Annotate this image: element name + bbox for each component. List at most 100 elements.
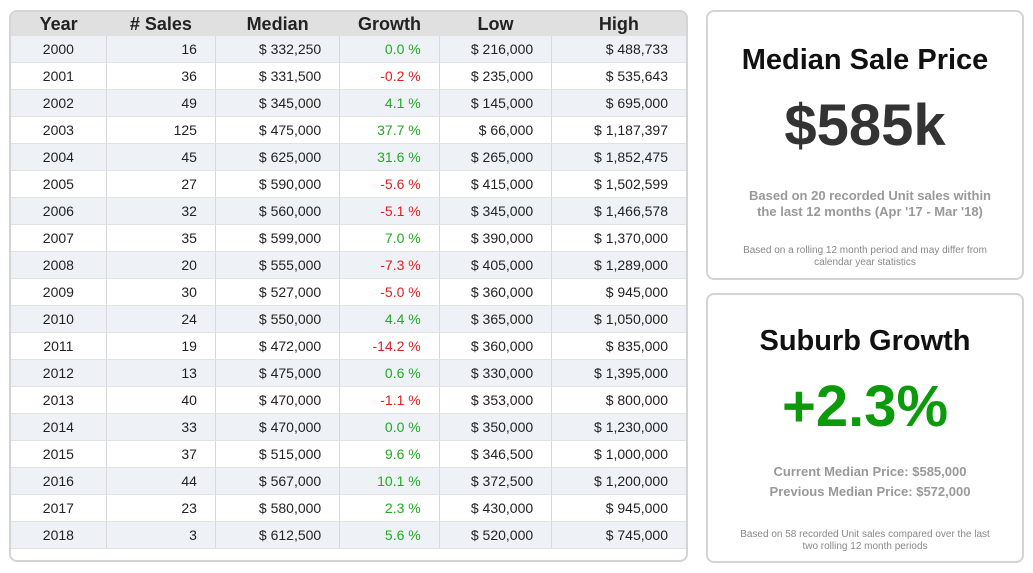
card-footnote: Based on 58 recorded Unit sales compared… bbox=[740, 529, 990, 552]
table-cell: 13 bbox=[106, 359, 216, 387]
card-title: Median Sale Price bbox=[741, 44, 989, 76]
table-row: 2016 44 $ 567,000 10.1 % $ 372,500 $ 1,200,00… bbox=[11, 467, 686, 495]
table-cell: $ 360,000 bbox=[439, 332, 553, 360]
table-cell: $ 1,200,000 bbox=[551, 467, 686, 495]
table-cell: $ 1,289,000 bbox=[551, 251, 686, 279]
table-cell: 7.0 % bbox=[339, 224, 440, 252]
table-cell: 4.1 % bbox=[339, 89, 440, 117]
table-cell: 30 bbox=[106, 278, 216, 306]
table-row: 2009 30 $ 527,000 -5.0 % $ 360,000 $ 945,000 bbox=[11, 278, 686, 306]
table-cell: $ 800,000 bbox=[551, 386, 686, 414]
table-cell: $ 216,000 bbox=[439, 36, 553, 63]
table-cell: 2010 bbox=[11, 305, 107, 333]
table-cell: $ 835,000 bbox=[551, 332, 686, 360]
table-cell: $ 488,733 bbox=[551, 36, 686, 63]
table-cell: $ 331,500 bbox=[215, 62, 341, 90]
table-cell: 44 bbox=[106, 467, 216, 495]
table-cell: $ 1,370,000 bbox=[551, 224, 686, 252]
table-cell: $ 527,000 bbox=[215, 278, 341, 306]
table-row: 2008 20 $ 555,000 -7.3 % $ 405,000 $ 1,289,00… bbox=[11, 251, 686, 279]
table-cell: -5.1 % bbox=[339, 197, 440, 225]
table-cell: -7.3 % bbox=[339, 251, 440, 279]
table-cell: 9.6 % bbox=[339, 440, 440, 468]
card-title: Suburb Growth bbox=[759, 325, 971, 357]
table-cell: $ 745,000 bbox=[551, 521, 686, 549]
table-row: 2010 24 $ 550,000 4.4 % $ 365,000 $ 1,050,000 bbox=[11, 305, 686, 333]
table-cell: $ 1,000,000 bbox=[551, 440, 686, 468]
table-cell: $ 1,395,000 bbox=[551, 359, 686, 387]
current-price: Current Median Price: $585,000 bbox=[773, 464, 967, 479]
table-cell: 10.1 % bbox=[339, 467, 440, 495]
table-cell: 2012 bbox=[11, 359, 107, 387]
table-cell: $ 612,500 bbox=[215, 521, 341, 549]
table-cell: $ 332,250 bbox=[215, 36, 341, 63]
table-cell: $ 345,000 bbox=[439, 197, 553, 225]
header-row: Year # Sales Median Growth Low High bbox=[11, 12, 686, 36]
table-cell: $ 66,000 bbox=[439, 116, 553, 144]
median-card: Median Sale Price $585k Based on 20 reco… bbox=[706, 10, 1024, 280]
table-cell: 37 bbox=[106, 440, 216, 468]
table-cell: -5.6 % bbox=[339, 170, 440, 198]
growth-card: Suburb Growth +2.3% Current Median Price… bbox=[706, 293, 1024, 563]
table-body: 2000 16 $ 332,250 0.0 % $ 216,000 $ 488,733 20… bbox=[11, 36, 686, 549]
table-row: 2015 37 $ 515,000 9.6 % $ 346,500 $ 1,000,000 bbox=[11, 440, 686, 468]
table-cell: $ 945,000 bbox=[551, 494, 686, 522]
table-row: 2002 49 $ 345,000 4.1 % $ 145,000 $ 695,000 bbox=[11, 89, 686, 117]
table-cell: $ 330,000 bbox=[439, 359, 553, 387]
table-cell: -1.1 % bbox=[339, 386, 440, 414]
table-cell: $ 599,000 bbox=[215, 224, 341, 252]
table-cell: 36 bbox=[106, 62, 216, 90]
table-cell: 2008 bbox=[11, 251, 107, 279]
table-row: 2007 35 $ 599,000 7.0 % $ 390,000 $ 1,370,000 bbox=[11, 224, 686, 252]
table-cell: $ 472,000 bbox=[215, 332, 341, 360]
table-cell: 2006 bbox=[11, 197, 107, 225]
table-cell: 2002 bbox=[11, 89, 107, 117]
table-cell: $ 390,000 bbox=[439, 224, 553, 252]
previous-price: Previous Median Price: $572,000 bbox=[769, 484, 971, 499]
table-row: 2017 23 $ 580,000 2.3 % $ 430,000 $ 945,000 bbox=[11, 494, 686, 522]
table-cell: $ 515,000 bbox=[215, 440, 341, 468]
table-row: 2004 45 $ 625,000 31.6 % $ 265,000 $ 1,852,47… bbox=[11, 143, 686, 171]
table-cell: 0.0 % bbox=[339, 413, 440, 441]
table-cell: 23 bbox=[106, 494, 216, 522]
table-row: 2003 125 $ 475,000 37.7 % $ 66,000 $ 1,187,39… bbox=[11, 116, 686, 144]
table-cell: $ 346,500 bbox=[439, 440, 553, 468]
table-cell: $ 625,000 bbox=[215, 143, 341, 171]
table-cell: -5.0 % bbox=[339, 278, 440, 306]
column-header: High bbox=[551, 12, 686, 36]
table-cell: $ 475,000 bbox=[215, 359, 341, 387]
table-cell: $ 945,000 bbox=[551, 278, 686, 306]
table-row: 2006 32 $ 560,000 -5.1 % $ 345,000 $ 1,466,57… bbox=[11, 197, 686, 225]
table-cell: $ 353,000 bbox=[439, 386, 553, 414]
table-cell: 2.3 % bbox=[339, 494, 440, 522]
table-cell: $ 590,000 bbox=[215, 170, 341, 198]
table-cell: $ 580,000 bbox=[215, 494, 341, 522]
table-cell: 2003 bbox=[11, 116, 107, 144]
sales-table-panel: Year # Sales Median Growth Low High 2000 16 $ 33… bbox=[9, 10, 688, 562]
table-cell: $ 360,000 bbox=[439, 278, 553, 306]
column-header: Low bbox=[439, 12, 552, 36]
table-cell: 2014 bbox=[11, 413, 107, 441]
table-cell: 2011 bbox=[11, 332, 107, 360]
table-cell: 20 bbox=[106, 251, 216, 279]
table-cell: 31.6 % bbox=[339, 143, 440, 171]
table-cell: $ 265,000 bbox=[439, 143, 553, 171]
table-cell: $ 470,000 bbox=[215, 413, 341, 441]
table-cell: 2015 bbox=[11, 440, 107, 468]
table-cell: $ 1,466,578 bbox=[551, 197, 686, 225]
table-cell: $ 555,000 bbox=[215, 251, 341, 279]
table-row: 2014 33 $ 470,000 0.0 % $ 350,000 $ 1,230,000 bbox=[11, 413, 686, 441]
table-cell: $ 475,000 bbox=[215, 116, 341, 144]
table-cell: $ 350,000 bbox=[439, 413, 553, 441]
table-row: 2012 13 $ 475,000 0.6 % $ 330,000 $ 1,395,000 bbox=[11, 359, 686, 387]
table-cell: 24 bbox=[106, 305, 216, 333]
table-cell: 3 bbox=[106, 521, 216, 549]
table-cell: $ 560,000 bbox=[215, 197, 341, 225]
table-cell: 2017 bbox=[11, 494, 107, 522]
table-row: 2018 3 $ 612,500 5.6 % $ 520,000 $ 745,000 bbox=[11, 521, 686, 549]
table-cell: 16 bbox=[106, 36, 216, 63]
table-row: 2001 36 $ 331,500 -0.2 % $ 235,000 $ 535,643 bbox=[11, 62, 686, 90]
table-cell: $ 695,000 bbox=[551, 89, 686, 117]
column-header: Year bbox=[11, 12, 107, 36]
column-header: Median bbox=[215, 12, 340, 36]
